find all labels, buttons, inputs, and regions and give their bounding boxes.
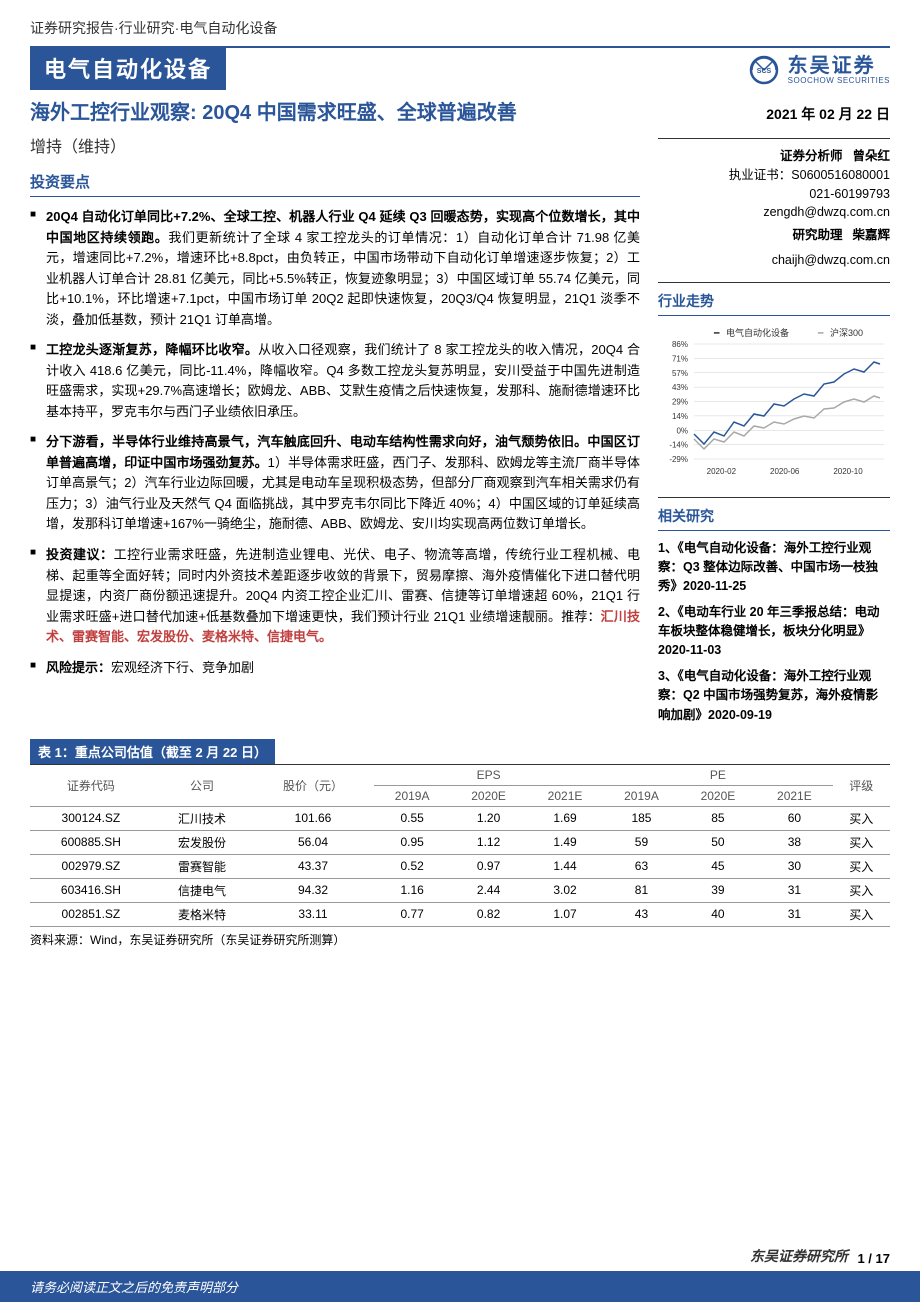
table-row: 002979.SZ雷赛智能43.370.520.971.44634530买入: [30, 854, 890, 878]
svg-text:43%: 43%: [672, 383, 688, 392]
svg-text:71%: 71%: [672, 354, 688, 363]
svg-text:57%: 57%: [672, 368, 688, 377]
svg-text:-29%: -29%: [669, 455, 688, 464]
svg-text:2020-06: 2020-06: [770, 467, 800, 476]
svg-text:-14%: -14%: [669, 440, 688, 449]
bullet-item: 20Q4 自动化订单同比+7.2%、全球工控、机器人行业 Q4 延续 Q3 回暖…: [30, 207, 640, 330]
logo-text-en: SOOCHOW SECURITIES: [788, 77, 890, 86]
svg-text:沪深300: 沪深300: [830, 327, 863, 338]
bullet-item: 风险提示：宏观经济下行、竞争加剧: [30, 658, 640, 679]
breadcrumb: 证券研究报告·行业研究·电气自动化设备: [0, 0, 920, 42]
logo-icon: SCS: [746, 52, 782, 88]
trend-head: 行业走势: [658, 282, 890, 316]
bullet-list: 20Q4 自动化订单同比+7.2%、全球工控、机器人行业 Q4 延续 Q3 回暖…: [30, 207, 640, 678]
analyst-line: 021-60199793: [658, 185, 890, 204]
footer-brand: 东吴证券研究所: [750, 1246, 848, 1266]
logo-text-cn: 东吴证券: [788, 55, 890, 77]
svg-text:2020-02: 2020-02: [707, 467, 737, 476]
trend-chart: ━ 电气自动化设备 ━ 沪深300 86% 71% 57% 43% 29% 14% 0% -14%…: [658, 324, 890, 479]
svg-text:14%: 14%: [672, 411, 688, 420]
svg-text:0%: 0%: [676, 426, 688, 435]
svg-text:SCS: SCS: [756, 68, 771, 75]
related-item: 2、《电动车行业 20 年三季报总结：电动车板块整体稳健增长，板块分化明显》20…: [658, 603, 890, 661]
svg-text:电气自动化设备: 电气自动化设备: [726, 327, 789, 338]
analyst-line: chaijh@dwzq.com.cn: [658, 251, 890, 270]
report-title: 海外工控行业观察: 20Q4 中国需求旺盛、全球普遍改善: [30, 100, 640, 127]
page-number: 1 / 17: [857, 1251, 890, 1266]
svg-text:86%: 86%: [672, 340, 688, 349]
investment-head: 投资要点: [30, 171, 640, 197]
report-date: 2021 年 02 月 22 日: [658, 104, 890, 124]
analyst-line: zengdh@dwzq.com.cn: [658, 203, 890, 222]
valuation-table-section: 表 1：重点公司估值（截至 2 月 22 日） 证券代码 公司 股价（元） EP…: [0, 731, 920, 948]
svg-text:2020-10: 2020-10: [833, 467, 863, 476]
sidebar-column: 2021 年 02 月 22 日 证券分析师曾朵红 执业证书：S06005160…: [658, 96, 890, 731]
svg-text:━: ━: [713, 328, 720, 338]
rating-line: 增持（维持）: [30, 133, 640, 157]
related-head: 相关研究: [658, 497, 890, 531]
table-row: 300124.SZ汇川技术101.660.551.201.691858560买入: [30, 806, 890, 830]
bullet-item: 投资建议：工控行业需求旺盛，先进制造业锂电、光伏、电子、物流等高增，传统行业工程…: [30, 545, 640, 648]
svg-text:━: ━: [817, 328, 824, 338]
svg-text:29%: 29%: [672, 397, 688, 406]
company-logo: SCS 东吴证券 SOOCHOW SECURITIES: [746, 48, 890, 88]
main-column: 海外工控行业观察: 20Q4 中国需求旺盛、全球普遍改善 增持（维持） 投资要点…: [30, 96, 640, 731]
title-bar: 电气自动化设备 SCS 东吴证券 SOOCHOW SECURITIES: [30, 46, 890, 90]
table-row: 603416.SH信捷电气94.321.162.443.02813931买入: [30, 878, 890, 902]
table-row: 002851.SZ麦格米特33.110.770.821.07434031买入: [30, 902, 890, 926]
related-item: 3、《电气自动化设备：海外工控行业观察：Q2 中国市场强势复苏，海外疫情影响加剧…: [658, 667, 890, 725]
sector-box: 电气自动化设备: [30, 48, 226, 90]
bullet-item: 分下游看，半导体行业维持高景气，汽车触底回升、电动车结构性需求向好，油气颓势依旧…: [30, 432, 640, 535]
related-list: 1、《电气自动化设备：海外工控行业观察：Q3 整体边际改善、中国市场一枝独秀》2…: [658, 539, 890, 725]
footer-bar: 请务必阅读正文之后的免责声明部分: [0, 1271, 920, 1302]
related-item: 1、《电气自动化设备：海外工控行业观察：Q3 整体边际改善、中国市场一枝独秀》2…: [658, 539, 890, 597]
disclaimer: 请务必阅读正文之后的免责声明部分: [30, 1277, 238, 1296]
table-row: 600885.SH宏发股份56.040.951.121.49595038买入: [30, 830, 890, 854]
bullet-item: 工控龙头逐渐复苏，降幅环比收窄。从收入口径观察，我们统计了 8 家工控龙头的收入…: [30, 340, 640, 422]
table-source: 资料来源：Wind，东吴证券研究所（东吴证券研究所测算）: [30, 931, 890, 948]
analyst-line: 执业证书：S0600516080001: [658, 166, 890, 185]
valuation-table: 证券代码 公司 股价（元） EPS PE 评级 2019A2020E2021E …: [30, 764, 890, 927]
table-title: 表 1：重点公司估值（截至 2 月 22 日）: [30, 739, 275, 764]
analyst-block: 证券分析师曾朵红 执业证书：S0600516080001 021-6019979…: [658, 138, 890, 270]
